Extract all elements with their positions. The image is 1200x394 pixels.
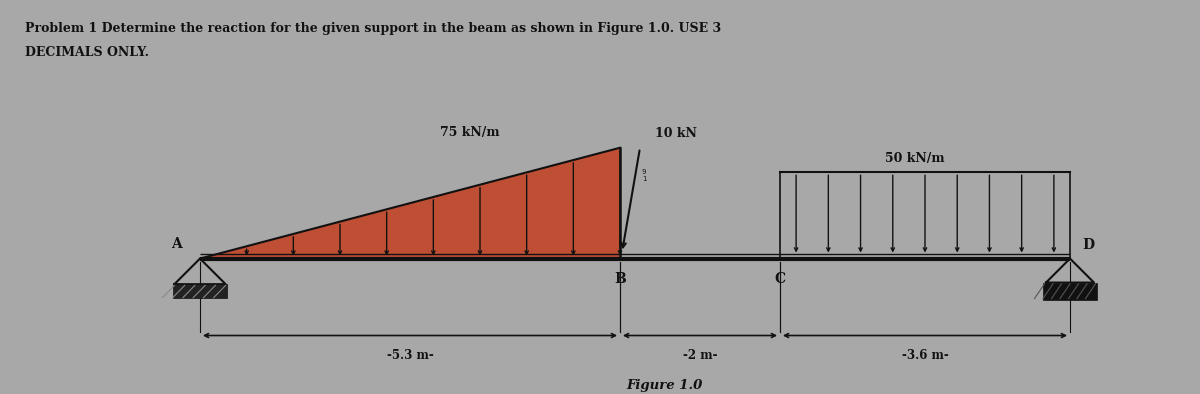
Text: DECIMALS ONLY.: DECIMALS ONLY. xyxy=(25,46,149,59)
Text: 75 kN/m: 75 kN/m xyxy=(440,126,500,139)
Text: 10 kN: 10 kN xyxy=(655,127,697,140)
FancyBboxPatch shape xyxy=(173,284,227,298)
Text: Figure 1.0: Figure 1.0 xyxy=(626,379,703,392)
Text: -2 m-: -2 m- xyxy=(683,349,718,362)
Text: B: B xyxy=(614,272,626,286)
Text: Problem 1 Determine the reaction for the given support in the beam as shown in F: Problem 1 Determine the reaction for the… xyxy=(25,22,721,35)
Text: 9
1: 9 1 xyxy=(642,169,647,182)
FancyBboxPatch shape xyxy=(1043,282,1097,300)
Text: -5.3 m-: -5.3 m- xyxy=(386,349,433,362)
Text: -3.6 m-: -3.6 m- xyxy=(901,349,948,362)
Text: D: D xyxy=(1082,238,1094,253)
Text: 50 kN/m: 50 kN/m xyxy=(886,152,944,165)
Polygon shape xyxy=(200,148,620,258)
Text: A: A xyxy=(172,237,182,251)
Text: C: C xyxy=(774,272,786,286)
